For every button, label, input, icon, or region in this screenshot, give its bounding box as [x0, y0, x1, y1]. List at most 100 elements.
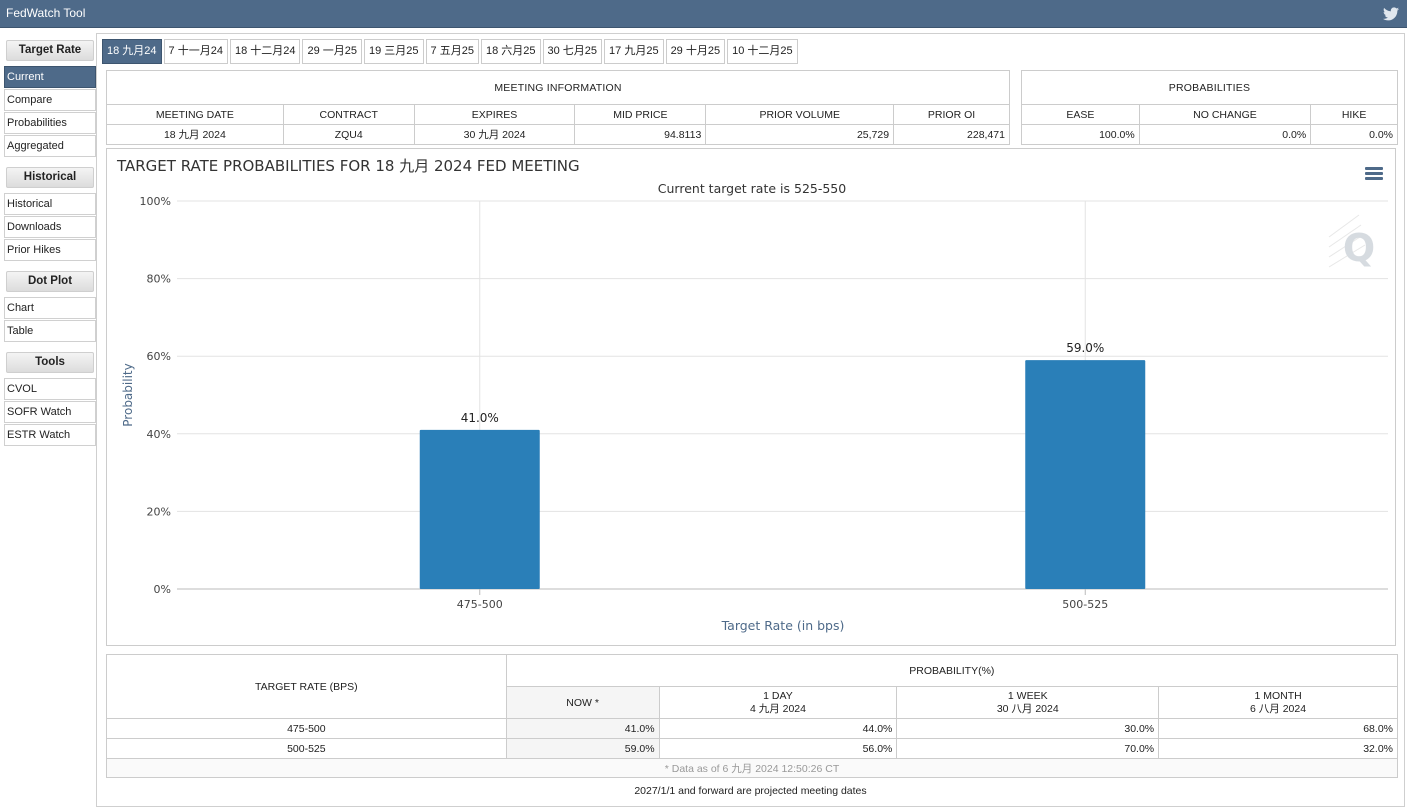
rate-cell: 500-525 [106, 738, 507, 759]
y-tick-label: 100% [140, 195, 171, 208]
tab-meeting-1[interactable]: 7 十一月24 [163, 39, 228, 64]
col-prior-oi: PRIOR OI [893, 104, 1010, 125]
sidebar-section-dot-plot: Dot Plot Chart Table [4, 271, 96, 342]
bar-475-500[interactable] [419, 429, 540, 589]
y-tick-label: 80% [147, 273, 171, 286]
y-axis-label: Probability [121, 363, 135, 426]
app-title: FedWatch Tool [6, 6, 86, 20]
now-cell: 59.0% [505, 738, 660, 759]
chart-title: TARGET RATE PROBABILITIES FOR 18 九月 2024… [117, 157, 580, 175]
twitter-icon[interactable] [1383, 7, 1399, 21]
projected-dates-note: 2027/1/1 and forward are projected meeti… [634, 785, 867, 797]
sidebar-item-sofr-watch[interactable]: SOFR Watch [4, 401, 96, 423]
col-1-day: 1 DAY 4 九月 2024 [658, 686, 898, 719]
col-expires: EXPIRES [413, 104, 576, 125]
tab-meeting-2[interactable]: 18 十二月24 [229, 39, 301, 64]
col-1-month-date: 6 八月 2024 [1250, 702, 1307, 715]
main-panel: 18 九月24 7 十一月24 18 十二月24 29 一月25 19 三月25… [96, 33, 1405, 807]
sidebar-item-downloads[interactable]: Downloads [4, 216, 96, 238]
quikstrike-logo-icon: Q [1328, 214, 1375, 270]
meeting-date-value: 18 九月 2024 [106, 124, 284, 145]
table-row: 500-525 59.0% 56.0% 70.0% 32.0% [106, 738, 1398, 759]
data-timestamp-footnote: * Data as of 6 九月 2024 12:50:26 CT [106, 758, 1398, 778]
col-target-rate: TARGET RATE (BPS) [106, 654, 507, 719]
sidebar-item-aggregated[interactable]: Aggregated [4, 135, 96, 157]
probabilities-summary-table: PROBABILITIES EASE NO CHANGE HIKE 100.0%… [1021, 70, 1398, 145]
sidebar-header-target-rate[interactable]: Target Rate [6, 40, 94, 61]
mid-price-value: 94.8113 [574, 124, 707, 145]
tab-meeting-9[interactable]: 29 十月25 [665, 39, 726, 64]
col-1-week-date: 30 八月 2024 [996, 702, 1059, 715]
tab-meeting-6[interactable]: 18 六月25 [480, 39, 541, 64]
1-day-cell: 56.0% [658, 738, 898, 759]
col-1-week-label: 1 WEEK [1007, 689, 1048, 702]
x-tick-label: 475-500 [457, 598, 503, 611]
now-cell: 41.0% [505, 718, 660, 739]
sidebar-header-dot-plot[interactable]: Dot Plot [6, 271, 94, 292]
1-day-cell: 44.0% [658, 718, 898, 739]
tab-meeting-4[interactable]: 19 三月25 [364, 39, 424, 64]
bar-500-525[interactable] [1025, 360, 1146, 589]
chart-subtitle: Current target rate is 525-550 [658, 181, 846, 196]
tab-meeting-7[interactable]: 30 七月25 [542, 39, 603, 64]
rate-cell: 475-500 [106, 718, 507, 739]
col-1-month: 1 MONTH 6 八月 2024 [1158, 686, 1398, 719]
sidebar-item-chart[interactable]: Chart [4, 297, 96, 319]
y-tick-label: 40% [147, 428, 171, 441]
no-change-value: 0.0% [1138, 124, 1312, 145]
tab-meeting-8[interactable]: 17 九月25 [604, 39, 664, 64]
sidebar-item-table[interactable]: Table [4, 320, 96, 342]
1-week-cell: 30.0% [896, 718, 1160, 739]
sidebar-item-probabilities[interactable]: Probabilities [4, 112, 96, 134]
sidebar-item-cvol[interactable]: CVOL [4, 378, 96, 400]
col-hike: HIKE [1310, 104, 1398, 125]
prior-volume-value: 25,729 [705, 124, 895, 145]
hike-value: 0.0% [1310, 124, 1398, 145]
1-week-cell: 70.0% [896, 738, 1160, 759]
col-mid-price: MID PRICE [574, 104, 707, 125]
x-axis-label: Target Rate (in bps) [721, 618, 845, 633]
probability-history-table: TARGET RATE (BPS) PROBABILITY(%) NOW * 1… [106, 654, 1399, 778]
sidebar-item-compare[interactable]: Compare [4, 89, 96, 111]
tab-meeting-10[interactable]: 10 十二月25 [727, 39, 798, 64]
x-tick-label: 500-525 [1062, 598, 1108, 611]
title-bar: FedWatch Tool [0, 0, 1407, 28]
probability-group-header: PROBABILITY(%) [505, 654, 1399, 687]
col-1-month-label: 1 MONTH [1254, 689, 1302, 702]
sidebar-item-current[interactable]: Current [4, 66, 96, 88]
svg-text:Q: Q [1343, 226, 1375, 270]
col-1-week: 1 WEEK 30 八月 2024 [896, 686, 1160, 719]
sidebar-header-tools[interactable]: Tools [6, 352, 94, 373]
col-1-day-label: 1 DAY [763, 689, 793, 702]
col-1-day-date: 4 九月 2024 [749, 702, 806, 715]
1-month-cell: 68.0% [1158, 718, 1398, 739]
data-label: 41.0% [461, 411, 499, 425]
col-prior-volume: PRIOR VOLUME [705, 104, 895, 125]
prior-oi-value: 228,471 [893, 124, 1010, 145]
contract-value: ZQU4 [282, 124, 415, 145]
sidebar-item-estr-watch[interactable]: ESTR Watch [4, 424, 96, 446]
meeting-info-header: MEETING INFORMATION [106, 70, 1010, 105]
table-row: 475-500 41.0% 44.0% 30.0% 68.0% [106, 718, 1398, 739]
y-tick-label: 0% [154, 583, 171, 596]
col-meeting-date: MEETING DATE [106, 104, 284, 125]
col-no-change: NO CHANGE [1138, 104, 1312, 125]
hamburger-menu-icon[interactable] [1365, 167, 1383, 181]
tab-meeting-0[interactable]: 18 九月24 [102, 39, 162, 64]
meeting-info-table: MEETING INFORMATION MEETING DATE CONTRAC… [106, 70, 1010, 145]
tab-meeting-3[interactable]: 29 一月25 [302, 39, 363, 64]
probabilities-header: PROBABILITIES [1021, 70, 1398, 105]
col-contract: CONTRACT [282, 104, 415, 125]
meeting-tabs: 18 九月24 7 十一月24 18 十二月24 29 一月25 19 三月25… [102, 39, 800, 64]
y-tick-label: 60% [147, 350, 171, 363]
data-label: 59.0% [1066, 341, 1104, 355]
tab-meeting-5[interactable]: 7 五月25 [425, 39, 479, 64]
sidebar: Target Rate Current Compare Probabilitie… [4, 40, 96, 446]
sidebar-header-historical[interactable]: Historical [6, 167, 94, 188]
sidebar-section-tools: Tools CVOL SOFR Watch ESTR Watch [4, 352, 96, 446]
col-ease: EASE [1021, 104, 1140, 125]
sidebar-item-prior-hikes[interactable]: Prior Hikes [4, 239, 96, 261]
1-month-cell: 32.0% [1158, 738, 1398, 759]
col-now: NOW * [505, 686, 660, 719]
sidebar-item-historical[interactable]: Historical [4, 193, 96, 215]
